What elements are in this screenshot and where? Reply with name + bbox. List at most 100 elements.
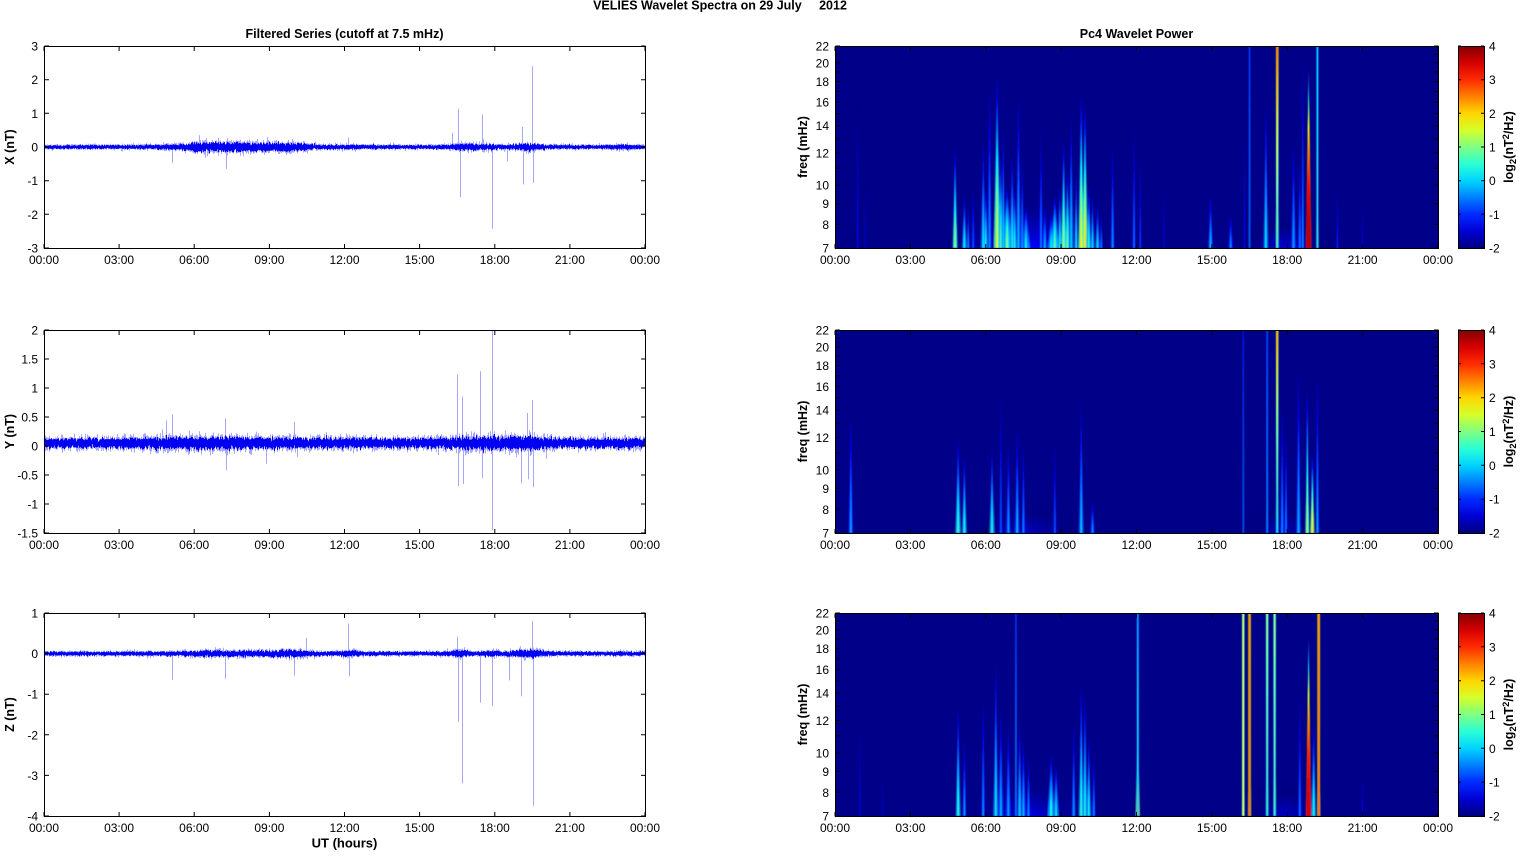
svg-text:09:00: 09:00 [1046,821,1076,835]
svg-text:00:00: 00:00 [630,253,660,267]
svg-text:20: 20 [816,56,830,70]
svg-text:-1.5: -1.5 [17,527,38,541]
svg-text:12:00: 12:00 [1121,253,1151,267]
svg-text:12:00: 12:00 [1121,821,1151,835]
svg-text:1: 1 [1489,141,1496,155]
svg-text:3: 3 [31,40,38,54]
svg-text:log2(nT2/Hz): log2(nT2/Hz) [1501,679,1519,751]
svg-text:12:00: 12:00 [329,253,359,267]
svg-text:15:00: 15:00 [1197,538,1227,552]
svg-text:-1: -1 [1489,493,1500,507]
svg-text:UT (hours): UT (hours) [312,836,378,851]
svg-text:18:00: 18:00 [480,538,510,552]
svg-text:Z (nT): Z (nT) [3,697,17,732]
svg-text:8: 8 [822,218,829,232]
svg-text:00:00: 00:00 [29,821,59,835]
svg-text:log2(nT2/Hz): log2(nT2/Hz) [1501,396,1519,468]
svg-text:00:00: 00:00 [630,538,660,552]
svg-text:1: 1 [31,107,38,121]
svg-text:4: 4 [1489,40,1496,54]
svg-text:21:00: 21:00 [1348,253,1378,267]
svg-text:Y (nT): Y (nT) [3,414,17,449]
svg-text:06:00: 06:00 [971,253,1001,267]
svg-text:06:00: 06:00 [179,253,209,267]
svg-text:18: 18 [816,359,830,373]
svg-text:1: 1 [31,382,38,396]
svg-text:3: 3 [1489,73,1496,87]
svg-text:9: 9 [822,197,829,211]
svg-text:12:00: 12:00 [329,821,359,835]
svg-text:Pc4 Wavelet Power: Pc4 Wavelet Power [1080,27,1194,41]
svg-text:3: 3 [1489,640,1496,654]
svg-text:3: 3 [1489,357,1496,371]
svg-text:09:00: 09:00 [1046,253,1076,267]
svg-text:2: 2 [1489,107,1496,121]
svg-text:14: 14 [816,404,830,418]
svg-text:0: 0 [1489,459,1496,473]
svg-text:1: 1 [31,607,38,621]
svg-text:03:00: 03:00 [895,821,925,835]
svg-text:20: 20 [816,623,830,637]
svg-text:00:00: 00:00 [1423,253,1453,267]
svg-text:1: 1 [1489,425,1496,439]
svg-text:00:00: 00:00 [820,253,850,267]
svg-text:12:00: 12:00 [1121,538,1151,552]
svg-text:18: 18 [816,75,830,89]
svg-text:1: 1 [1489,708,1496,722]
svg-text:0.5: 0.5 [21,411,38,425]
svg-text:03:00: 03:00 [104,253,134,267]
svg-text:-1: -1 [27,498,38,512]
svg-text:21:00: 21:00 [555,253,585,267]
svg-text:15:00: 15:00 [405,821,435,835]
svg-text:16: 16 [816,380,830,394]
svg-text:06:00: 06:00 [179,538,209,552]
svg-text:16: 16 [816,663,830,677]
svg-text:12:00: 12:00 [329,538,359,552]
svg-text:10: 10 [816,179,830,193]
svg-text:-0.5: -0.5 [17,469,38,483]
svg-text:16: 16 [816,96,830,110]
svg-text:VELIES Wavelet Spectra on 29 J: VELIES Wavelet Spectra on 29 July 2012 [593,0,847,13]
svg-text:09:00: 09:00 [1046,538,1076,552]
svg-text:06:00: 06:00 [971,538,1001,552]
svg-text:15:00: 15:00 [1197,821,1227,835]
svg-text:Filtered Series (cutoff at 7.5: Filtered Series (cutoff at 7.5 mHz) [246,27,444,41]
svg-text:0: 0 [31,647,38,661]
svg-text:18:00: 18:00 [480,253,510,267]
svg-text:9: 9 [822,765,829,779]
svg-text:06:00: 06:00 [179,821,209,835]
svg-text:9: 9 [822,482,829,496]
svg-text:-1: -1 [1489,208,1500,222]
svg-text:21:00: 21:00 [1348,538,1378,552]
svg-text:8: 8 [822,503,829,517]
svg-text:-3: -3 [27,242,38,256]
svg-text:00:00: 00:00 [29,253,59,267]
svg-text:00:00: 00:00 [29,538,59,552]
svg-text:0: 0 [31,141,38,155]
svg-text:03:00: 03:00 [895,538,925,552]
svg-text:21:00: 21:00 [555,538,585,552]
svg-text:14: 14 [816,119,830,133]
svg-text:2: 2 [31,324,38,338]
svg-text:18:00: 18:00 [1272,253,1302,267]
svg-text:15:00: 15:00 [405,538,435,552]
svg-text:22: 22 [816,40,830,54]
svg-text:log2(nT2/Hz): log2(nT2/Hz) [1501,111,1519,183]
svg-text:4: 4 [1489,324,1496,338]
svg-text:09:00: 09:00 [254,821,284,835]
svg-text:18:00: 18:00 [480,821,510,835]
svg-text:-4: -4 [27,810,38,824]
svg-text:7: 7 [822,527,829,541]
svg-text:22: 22 [816,607,830,621]
svg-text:0: 0 [1489,174,1496,188]
svg-text:8: 8 [822,786,829,800]
svg-text:00:00: 00:00 [820,821,850,835]
svg-text:-1: -1 [27,174,38,188]
svg-text:00:00: 00:00 [820,538,850,552]
svg-text:-1: -1 [27,688,38,702]
svg-text:7: 7 [822,810,829,824]
svg-text:12: 12 [816,714,830,728]
svg-text:4: 4 [1489,607,1496,621]
svg-text:-2: -2 [27,208,38,222]
svg-text:14: 14 [816,687,830,701]
